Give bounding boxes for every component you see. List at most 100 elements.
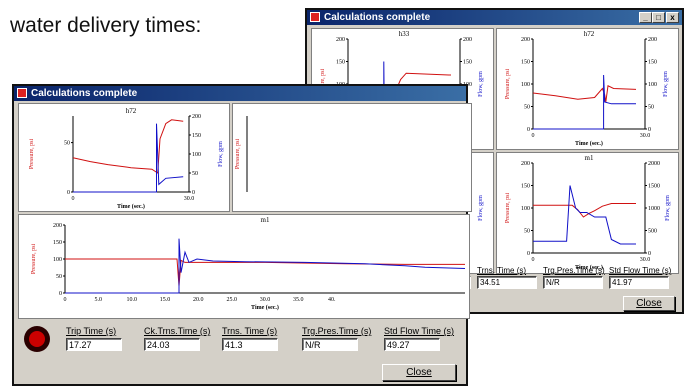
field-label: Trip Time (s): [66, 326, 117, 336]
y-tick-label: 0: [527, 251, 530, 257]
y-tick-label: 100: [521, 82, 530, 88]
y-tick-label: 50: [64, 141, 70, 147]
window-title: Calculations complete: [324, 12, 431, 23]
y-tick-label: 0: [59, 291, 62, 297]
field-value[interactable]: 41.3: [222, 338, 278, 351]
y-tick-label: 150: [521, 60, 530, 66]
flow-series: [65, 238, 466, 294]
y-right-tick-label: 200: [648, 37, 657, 43]
y-axis-right-label: Flow, gpm: [663, 71, 669, 97]
chart-title: h72: [584, 30, 595, 38]
x-tick-label: 35.0: [293, 297, 304, 303]
x-tick-label: 30.0: [640, 257, 651, 263]
chart-title: m1: [585, 154, 594, 162]
y-right-tick-label: 150: [648, 60, 657, 66]
x-tick-label: 5.0: [94, 297, 102, 303]
y-tick-label: 150: [53, 240, 62, 246]
y-right-tick-label: 500: [648, 229, 657, 235]
chart-title: h33: [399, 30, 410, 38]
y-tick-label: 50: [524, 105, 530, 111]
app-icon: [310, 12, 320, 22]
x-tick-label: 20.0: [193, 297, 204, 303]
y-tick-label: 200: [53, 223, 62, 229]
chart-title: m1: [261, 216, 270, 224]
close-button[interactable]: Close: [382, 364, 456, 381]
y-right-tick-label: 0: [648, 127, 651, 133]
chart-title: h72: [126, 107, 137, 115]
y-right-tick-label: 150: [192, 133, 201, 139]
y-tick-label: 200: [521, 37, 530, 43]
y-tick-label: 100: [521, 206, 530, 212]
y-right-tick-label: 2000: [648, 161, 660, 167]
close-button[interactable]: Close: [623, 296, 675, 311]
y-right-tick-label: 100: [648, 82, 657, 88]
y-right-tick-label: 1500: [648, 184, 660, 190]
y-axis-right-label: Flow, gpm: [665, 195, 671, 221]
field-value[interactable]: 34.51: [477, 276, 537, 289]
y-tick-label: 200: [521, 161, 530, 167]
field-value[interactable]: N/R: [543, 276, 603, 289]
x-tick-label: 25.0: [227, 297, 238, 303]
y-right-tick-label: 100: [192, 152, 201, 158]
maximize-button[interactable]: □: [652, 12, 665, 23]
chart-panel-h72: h72 50 0 200 150 100 50 0 0 30.0 Time (sec.) Pressu…: [18, 103, 230, 212]
x-tick-label: 0: [532, 257, 535, 263]
x-tick-label: 0: [64, 297, 67, 303]
pressure-series: [533, 203, 636, 218]
pressure-series: [65, 258, 465, 287]
y-tick-label: 0: [67, 190, 70, 196]
y-axis-right-label: Flow, gpm: [478, 71, 484, 97]
field-label: Trns. Time (s): [222, 326, 278, 336]
window-title: Calculations complete: [31, 88, 138, 99]
field-value[interactable]: 17.27: [66, 338, 122, 351]
calculations-window-front: Calculations complete h72 50 0 200 150 100 50 0…: [12, 84, 472, 386]
field-label: Std Flow Time (s): [609, 266, 672, 275]
x-tick-label: 0: [532, 133, 535, 139]
y-axis-label: Pressure, psi: [320, 69, 326, 100]
y-tick-label: 100: [53, 257, 62, 263]
y-axis-label: Pressure, psi: [505, 193, 511, 224]
x-tick-label: 10.0: [127, 297, 138, 303]
minimize-button[interactable]: _: [639, 12, 652, 23]
y-axis-right-label: Flow, gpm: [218, 141, 224, 167]
chart-panel-m1: m1 200 150 100 50 0 2000 1500 1000 500 0 0 30.0 Time …: [496, 152, 679, 274]
y-tick-label: 50: [56, 274, 62, 280]
x-axis-label: Time (sec.): [575, 140, 603, 147]
app-icon: [17, 88, 27, 98]
y-right-tick-label: 0: [192, 190, 195, 196]
field-value[interactable]: 49.27: [384, 338, 440, 351]
pressure-series: [532, 85, 637, 103]
y-right-tick-label: 0: [648, 251, 651, 257]
field-value[interactable]: N/R: [302, 338, 358, 351]
x-tick-label: 30.0: [260, 297, 271, 303]
y-axis-label: Pressure, psi: [31, 244, 37, 275]
y-right-tick-label: 200: [192, 114, 201, 120]
y-axis-label: Pressure, psi: [505, 69, 511, 100]
y-right-tick-label: 50: [648, 105, 654, 111]
y-axis-label: Pressure, psi: [29, 139, 35, 170]
field-value[interactable]: 41.97: [609, 276, 669, 289]
y-tick-label: 200: [336, 37, 345, 43]
field-label: Trns. Time (s): [477, 266, 527, 275]
field-value[interactable]: 24.03: [144, 338, 200, 351]
y-tick-label: 50: [524, 229, 530, 235]
y-right-tick-label: 150: [463, 60, 472, 66]
y-right-tick-label: 1000: [648, 206, 660, 212]
field-label: Trg.Pres.Time (s): [302, 326, 372, 336]
y-right-tick-label: 200: [463, 37, 472, 43]
y-axis-label: Pressure, psi: [235, 139, 241, 170]
chart-panel-partial: Pressure, psi: [232, 103, 472, 212]
x-axis-label: Time (sec.): [251, 304, 279, 311]
field-label: Trg.Pres.Time (s): [543, 266, 605, 275]
flow-series: [533, 185, 636, 245]
chart-panel-h72: h72 200 150 100 50 0 200 150 100 50 0 0 30.0 Time (se…: [496, 28, 679, 150]
x-tick-label: 30.0: [184, 196, 195, 202]
window-titlebar[interactable]: Calculations complete: [307, 10, 682, 25]
field-label: Std Flow Time (s): [384, 326, 455, 336]
close-window-button[interactable]: x: [666, 12, 679, 23]
x-tick-label: 15.0: [160, 297, 171, 303]
fire-logo-icon: [24, 326, 50, 352]
chart-panel-m1: m1 200 150 100 50 0 0 5.0 10.0 15.0 20.0 25.0 30.0 35…: [18, 214, 470, 319]
flow-series: [533, 74, 636, 130]
window-titlebar[interactable]: Calculations complete: [14, 86, 466, 101]
